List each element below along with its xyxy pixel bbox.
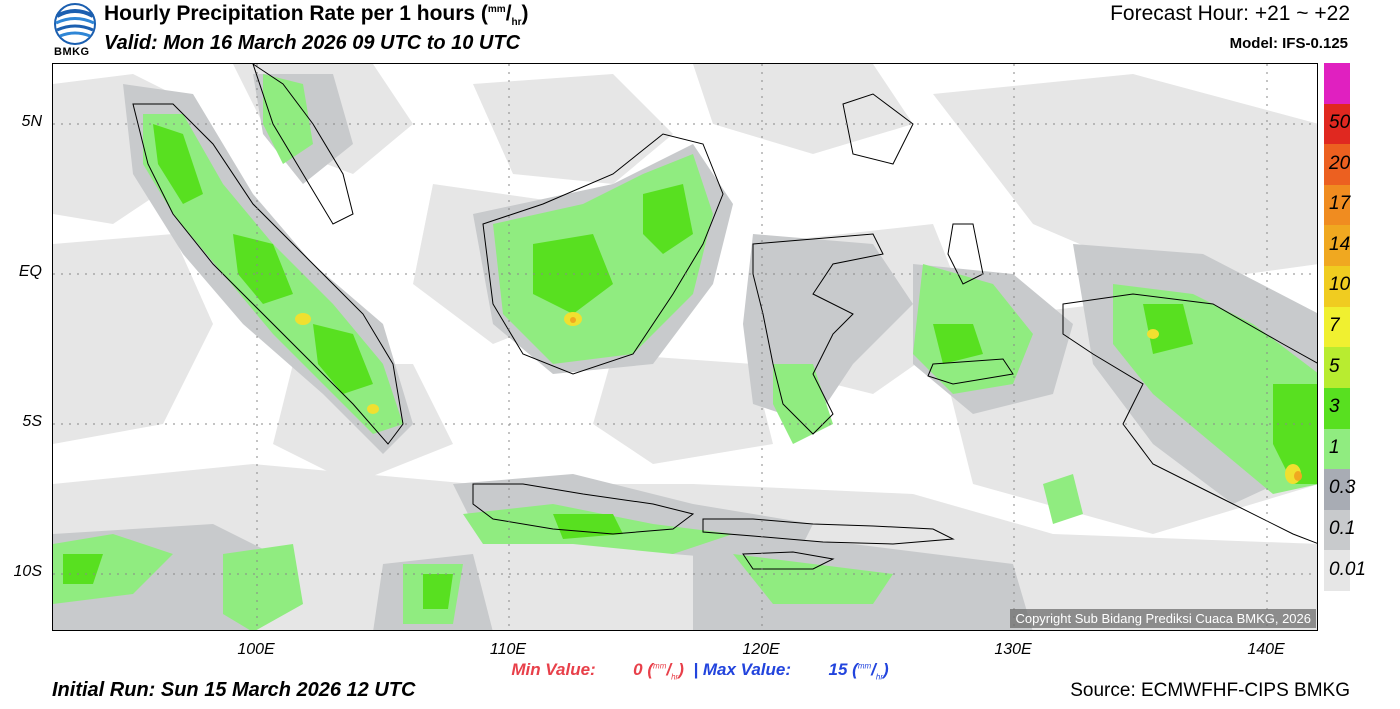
colorbar-segment [1324, 225, 1350, 267]
colorbar-label: 3 [1329, 396, 1340, 418]
precip-orange-layer [570, 317, 1302, 481]
colorbar-label: 17 [1329, 193, 1351, 215]
min-max-values: Min Value: 0 (mm/hr) | Max Value: 15 (mm… [0, 660, 1400, 681]
initial-run: Initial Run: Sun 15 March 2026 12 UTC [52, 679, 416, 701]
colorbar-label: 0.01 [1329, 558, 1366, 580]
copyright-notice: Copyright Sub Bidang Prediksi Cuaca BMKG… [1010, 609, 1316, 628]
valid-time: Valid: Mon 16 March 2026 09 UTC to 10 UT… [104, 32, 521, 54]
colorbar-label: 0.1 [1329, 518, 1356, 540]
colorbar-segment [1324, 469, 1350, 511]
colorbar-label: 0.3 [1329, 477, 1356, 499]
colorbar-segment [1324, 144, 1350, 186]
separator: | [693, 660, 699, 679]
lat-label-10s: 10S [13, 563, 42, 580]
colorbar-label: 20 [1329, 152, 1351, 174]
colorbar-segment [1324, 347, 1350, 389]
colorbar-segment [1324, 306, 1350, 348]
map-canvas [53, 64, 1317, 630]
forecast-hour: Forecast Hour: +21 ~ +22 [1110, 2, 1350, 25]
lat-label-5n: 5N [21, 113, 42, 130]
lon-label-110e: 110E [489, 641, 527, 658]
coastlines [132, 64, 1317, 570]
logo-text: BMKG [54, 46, 90, 58]
bmkg-logo [52, 2, 98, 60]
colorbar-label: 10 [1329, 274, 1351, 296]
min-value: 0 (mm/hr) [633, 660, 684, 682]
data-source: Source: ECMWFHF-CIPS BMKG [1070, 680, 1350, 701]
colorbar-segment [1324, 184, 1350, 226]
lon-label-130e: 130E [994, 641, 1032, 658]
colorbar-label: 14 [1329, 233, 1351, 255]
graticule [53, 64, 1317, 630]
colorbar-segment [1324, 387, 1350, 430]
colorbar-segment [1324, 103, 1350, 145]
colorbar [1324, 63, 1350, 592]
colorbar-segment [1324, 266, 1350, 308]
lat-label-eq: EQ [18, 263, 42, 280]
colorbar-label: 1 [1329, 436, 1340, 458]
colorbar-segment [1324, 63, 1350, 105]
colorbar-segment [1324, 550, 1350, 592]
max-label: Max Value: [702, 660, 792, 679]
colorbar-segment [1324, 428, 1350, 470]
colorbar-label: 50 [1329, 111, 1351, 133]
lon-label-100e: 100E [237, 641, 275, 658]
colorbar-segment [1324, 509, 1350, 551]
model-name: Model: IFS-0.125 [1229, 35, 1348, 52]
colorbar-label: 7 [1329, 315, 1340, 336]
lon-label-120e: 120E [742, 641, 780, 658]
lat-label-5s: 5S [22, 413, 42, 430]
chart-title: Hourly Precipitation Rate per 1 hours (m… [104, 2, 529, 29]
max-value: 15 (mm/hr) [828, 660, 889, 682]
colorbar-label: 5 [1329, 355, 1340, 377]
min-label: Min Value: [511, 660, 596, 679]
precipitation-map [52, 63, 1318, 631]
lon-label-140e: 140E [1247, 641, 1285, 658]
